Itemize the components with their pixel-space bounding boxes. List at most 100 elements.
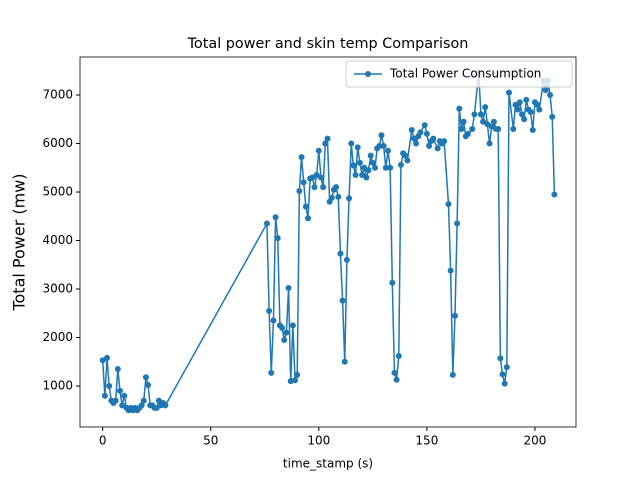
- point: [300, 179, 307, 186]
- point: [497, 355, 504, 362]
- point: [408, 126, 415, 133]
- point: [279, 324, 286, 331]
- point: [387, 164, 394, 171]
- point: [454, 220, 461, 227]
- point: [503, 364, 510, 371]
- point: [337, 250, 344, 257]
- y-tick-label: 6000: [42, 136, 73, 150]
- point: [283, 329, 290, 336]
- point: [499, 371, 506, 378]
- point: [516, 99, 523, 106]
- point: [270, 317, 277, 324]
- point: [490, 118, 497, 125]
- point: [417, 129, 424, 136]
- point: [536, 106, 543, 113]
- point: [458, 125, 465, 132]
- point: [305, 215, 312, 222]
- point: [413, 140, 420, 147]
- point: [354, 144, 361, 151]
- point: [142, 374, 149, 381]
- point: [449, 371, 456, 378]
- point: [311, 184, 318, 191]
- point: [445, 201, 452, 208]
- point: [274, 235, 281, 242]
- point: [393, 376, 400, 383]
- point: [529, 126, 536, 133]
- point: [378, 132, 385, 139]
- point: [138, 402, 145, 409]
- point: [266, 307, 273, 314]
- point: [343, 256, 350, 263]
- point: [423, 130, 430, 137]
- point: [296, 188, 303, 195]
- point: [352, 172, 359, 179]
- y-tick-label: 3000: [42, 282, 73, 296]
- point: [551, 191, 558, 198]
- point: [320, 184, 327, 191]
- point: [350, 162, 357, 169]
- point: [333, 184, 340, 191]
- point: [328, 194, 335, 201]
- x-tick-label: 200: [523, 434, 546, 448]
- point: [451, 312, 458, 319]
- point: [376, 142, 383, 149]
- legend-label: Total Power Consumption: [389, 67, 541, 81]
- point: [162, 402, 169, 409]
- point: [426, 142, 433, 149]
- point: [114, 366, 121, 373]
- point: [510, 125, 517, 132]
- point: [534, 101, 541, 108]
- point: [549, 113, 556, 120]
- point: [471, 111, 478, 118]
- point: [464, 130, 471, 137]
- x-tick-label: 0: [99, 434, 107, 448]
- point: [460, 118, 467, 125]
- point: [367, 152, 374, 159]
- point: [112, 397, 119, 404]
- point: [391, 369, 398, 376]
- point: [116, 387, 123, 394]
- point: [365, 167, 372, 174]
- point: [404, 157, 411, 164]
- point: [348, 140, 355, 147]
- point: [547, 92, 554, 99]
- point: [298, 154, 305, 161]
- y-axis-label: Total Power (mw): [10, 173, 29, 311]
- point: [302, 203, 309, 210]
- point: [469, 125, 476, 132]
- legend-marker: [365, 71, 371, 77]
- x-tick-label: 150: [415, 434, 438, 448]
- point: [369, 159, 376, 166]
- point: [356, 159, 363, 166]
- point: [434, 145, 441, 152]
- point: [456, 105, 463, 112]
- point: [101, 392, 108, 399]
- point: [346, 195, 353, 202]
- point: [430, 135, 437, 142]
- point: [421, 122, 428, 129]
- point: [397, 161, 404, 168]
- point: [514, 106, 521, 113]
- point: [518, 111, 525, 118]
- point: [315, 147, 322, 154]
- point: [501, 380, 508, 387]
- point: [447, 267, 454, 274]
- point: [384, 147, 391, 154]
- point: [263, 220, 270, 227]
- point: [285, 285, 292, 292]
- point: [145, 382, 152, 389]
- point: [140, 397, 147, 404]
- point: [104, 354, 111, 361]
- point: [542, 87, 549, 94]
- y-tick-label: 5000: [42, 185, 73, 199]
- point: [339, 297, 346, 304]
- y-tick-label: 1000: [42, 379, 73, 393]
- point: [317, 174, 324, 181]
- point: [527, 108, 534, 115]
- point: [506, 89, 513, 96]
- point: [482, 104, 489, 111]
- y-tick-label: 7000: [42, 88, 73, 102]
- plot-frame: [79, 56, 577, 428]
- point: [477, 111, 484, 118]
